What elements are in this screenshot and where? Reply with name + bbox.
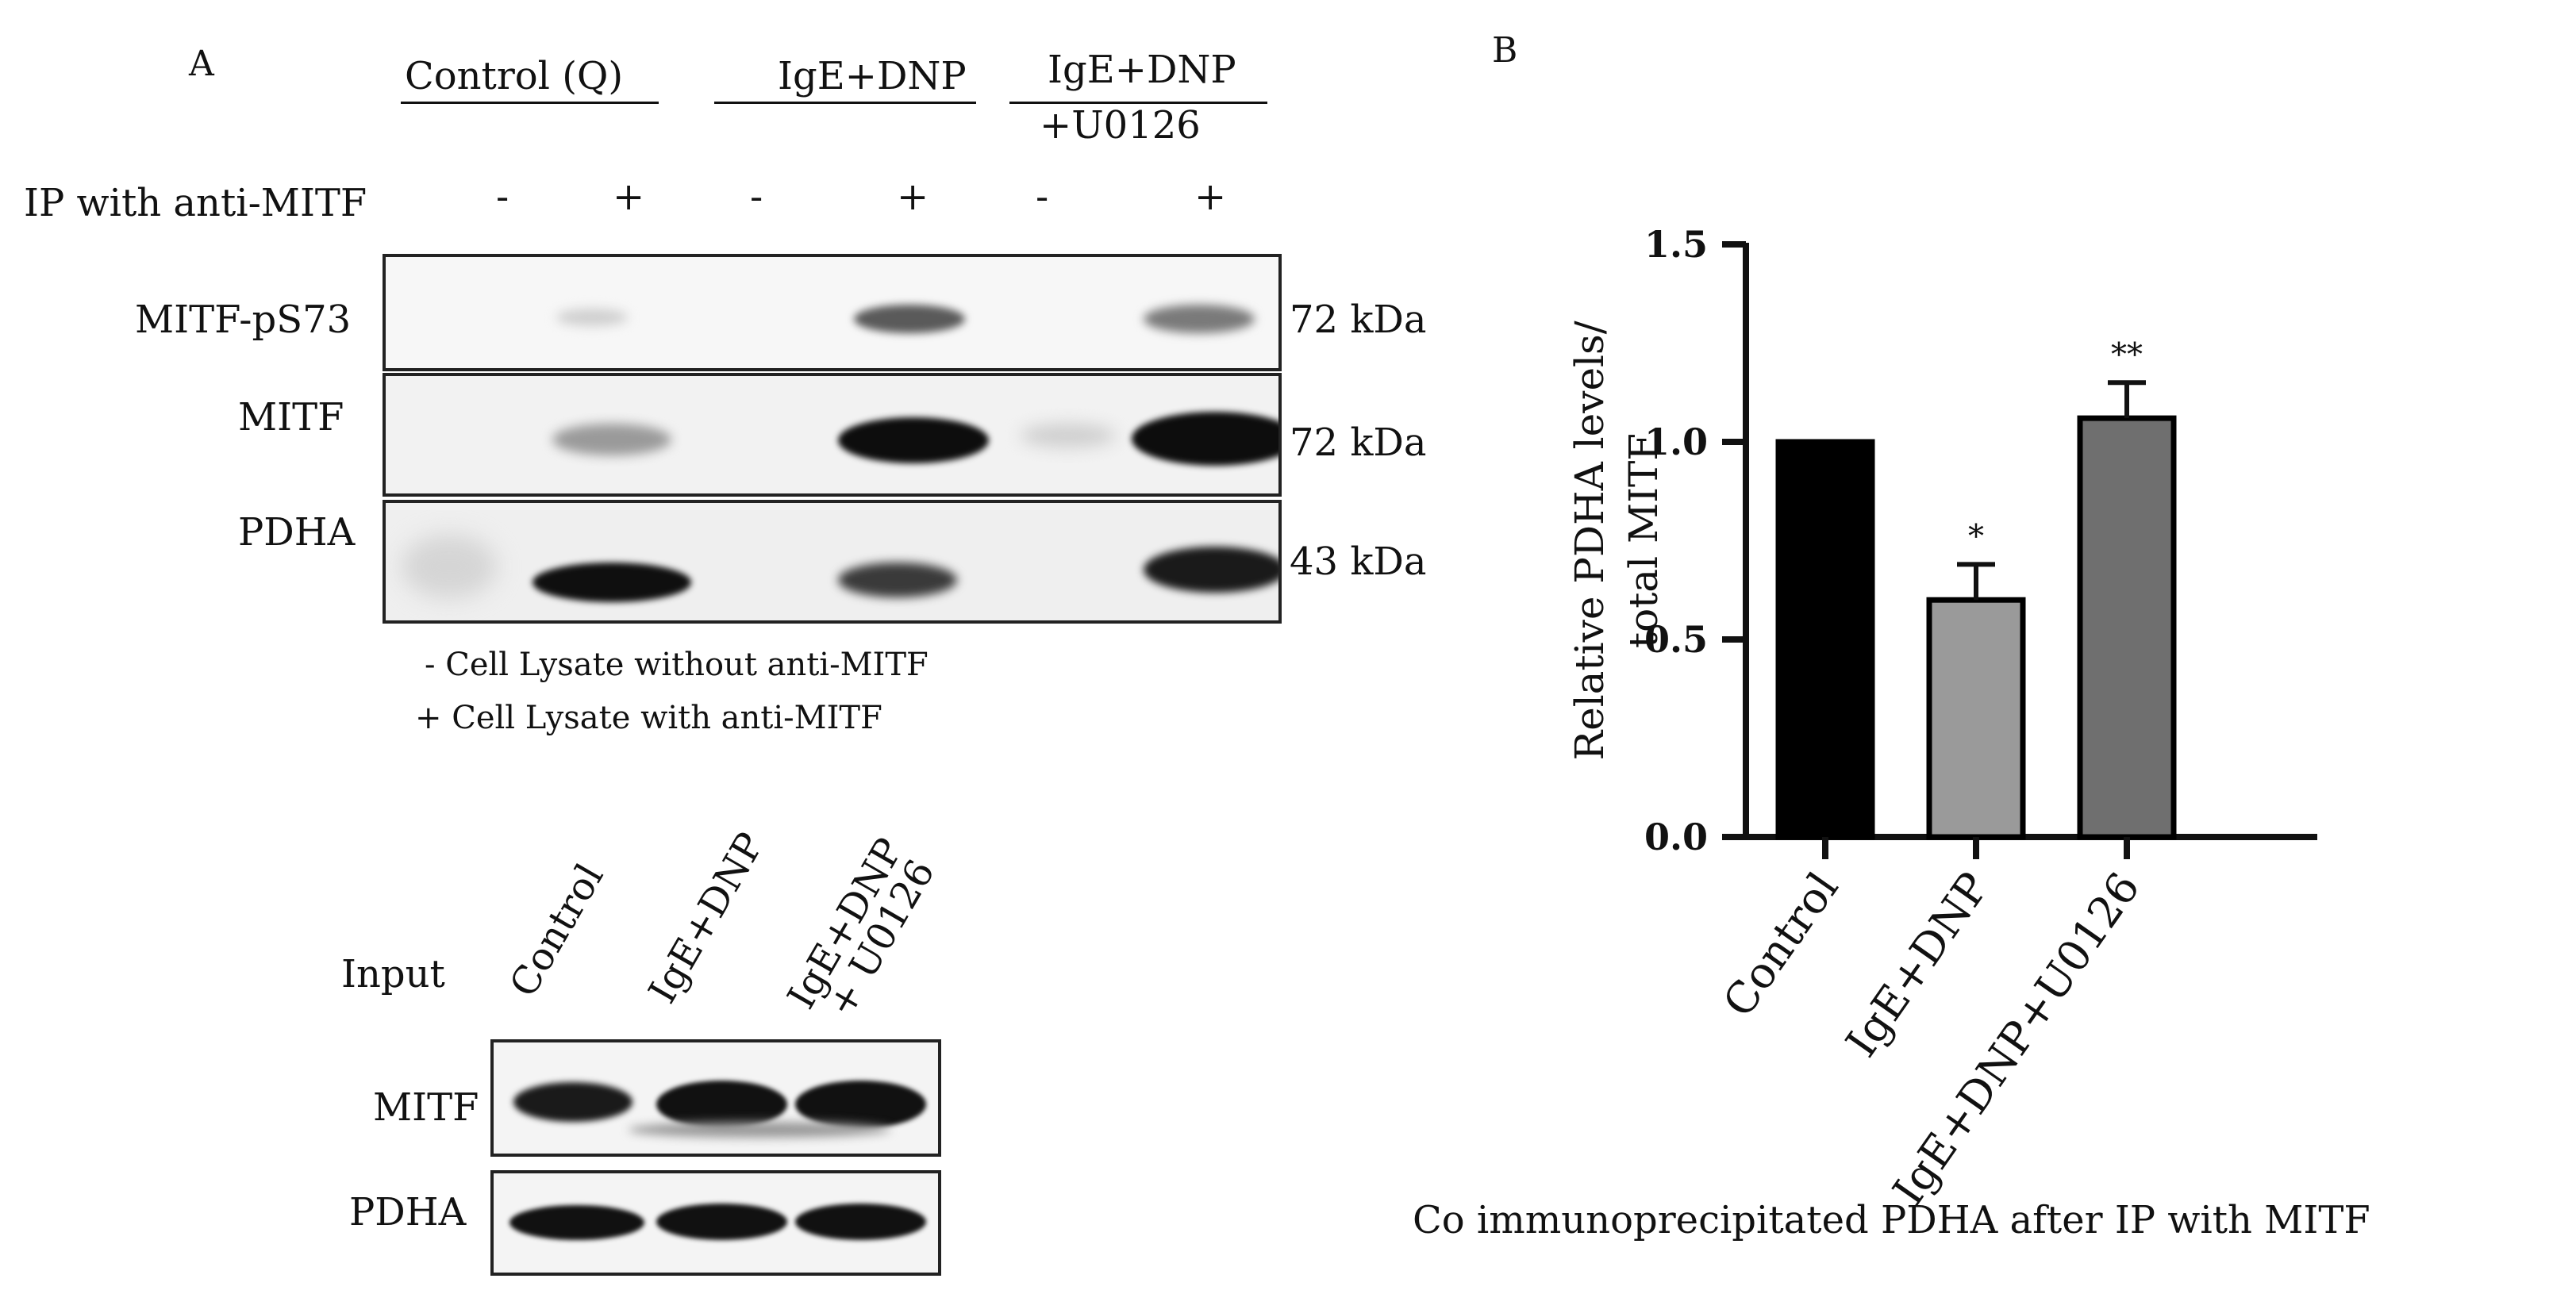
legend-plus: + Cell Lysate with anti-MITF (415, 700, 882, 736)
significance-label: * (1968, 518, 1984, 555)
group-underline-control (401, 102, 659, 104)
blot-size-mitf-ps73: 72 kDa (1290, 298, 1427, 342)
y-tick-label: 1.5 (1644, 223, 1708, 266)
x-tick-label: Control (1713, 863, 1848, 1026)
blot-pdha (383, 500, 1282, 624)
bar (2077, 415, 2177, 840)
bar (1775, 439, 1875, 840)
band (552, 424, 671, 455)
band (1021, 424, 1116, 447)
lane-sign-5: - (1036, 175, 1049, 219)
band (513, 1082, 632, 1122)
blot-label-mitf: MITF (238, 395, 344, 440)
band (656, 1081, 787, 1128)
band (854, 305, 965, 333)
input-blot-label-mitf: MITF (373, 1085, 479, 1130)
band (402, 535, 497, 598)
band (1144, 547, 1278, 593)
band (795, 1081, 926, 1128)
blot-mitf (383, 373, 1282, 497)
ip-label: IP with anti-MITF (24, 181, 367, 225)
lane-sign-6: + (1194, 175, 1227, 219)
band (1132, 412, 1278, 466)
input-lane-ige-dnp: IgE+DNP (640, 825, 773, 1011)
legend-minus: - Cell Lysate without anti-MITF (425, 647, 929, 683)
y-axis-label: total MITF (1621, 433, 1667, 648)
blot-size-pdha: 43 kDa (1290, 539, 1427, 584)
input-lane-control: Control (501, 856, 613, 1004)
bar (1926, 597, 2026, 840)
panel-b-label: B (1492, 30, 1518, 71)
group-header-u0126: +U0126 (1040, 103, 1201, 148)
band (795, 1204, 926, 1240)
group-underline-ige-dnp (714, 102, 976, 104)
y-tick-label: 1.0 (1644, 420, 1708, 463)
band (556, 309, 628, 326)
blot-mitf-ps73 (383, 254, 1282, 371)
lane-sign-1: - (496, 175, 509, 219)
lane-sign-3: - (750, 175, 763, 219)
band (838, 562, 957, 597)
blot-label-pdha: PDHA (238, 510, 356, 555)
input-blot-label-pdha: PDHA (349, 1190, 467, 1234)
x-tick-label: IgE+DNP (1836, 863, 1999, 1065)
lane-sign-2: + (613, 175, 645, 219)
input-blot-pdha (490, 1170, 941, 1276)
band (838, 417, 989, 463)
band (656, 1204, 787, 1240)
group-header-ige-dnp: IgE+DNP (778, 54, 967, 98)
panel-a-label: A (189, 44, 214, 84)
group-header-ige-dnp-u0126: IgE+DNP (1048, 48, 1236, 92)
input-blot-mitf (490, 1039, 941, 1157)
blot-size-mitf: 72 kDa (1290, 420, 1427, 465)
group-underline-ige-dnp-u0126 (1009, 102, 1267, 104)
band (629, 1122, 890, 1138)
bar-chart: 0.0 0.5 1.0 1.5 Relative PDHA levels/total M… (1567, 223, 2317, 1214)
y-tick-label: 0.0 (1644, 816, 1708, 858)
y-axis-label: Relative PDHA levels/ (1567, 321, 1613, 760)
y-tick-label: 0.5 (1644, 618, 1708, 661)
input-label: Input (341, 952, 445, 996)
blot-label-mitf-ps73: MITF-pS73 (135, 298, 352, 342)
lane-sign-4: + (897, 175, 929, 219)
band (509, 1205, 644, 1240)
band (1144, 305, 1255, 333)
group-header-control: Control (Q) (405, 54, 624, 98)
band (533, 562, 691, 602)
significance-label: ** (2111, 336, 2143, 373)
chart-caption: Co immunoprecipitated PDHA after IP with… (1413, 1198, 2370, 1242)
